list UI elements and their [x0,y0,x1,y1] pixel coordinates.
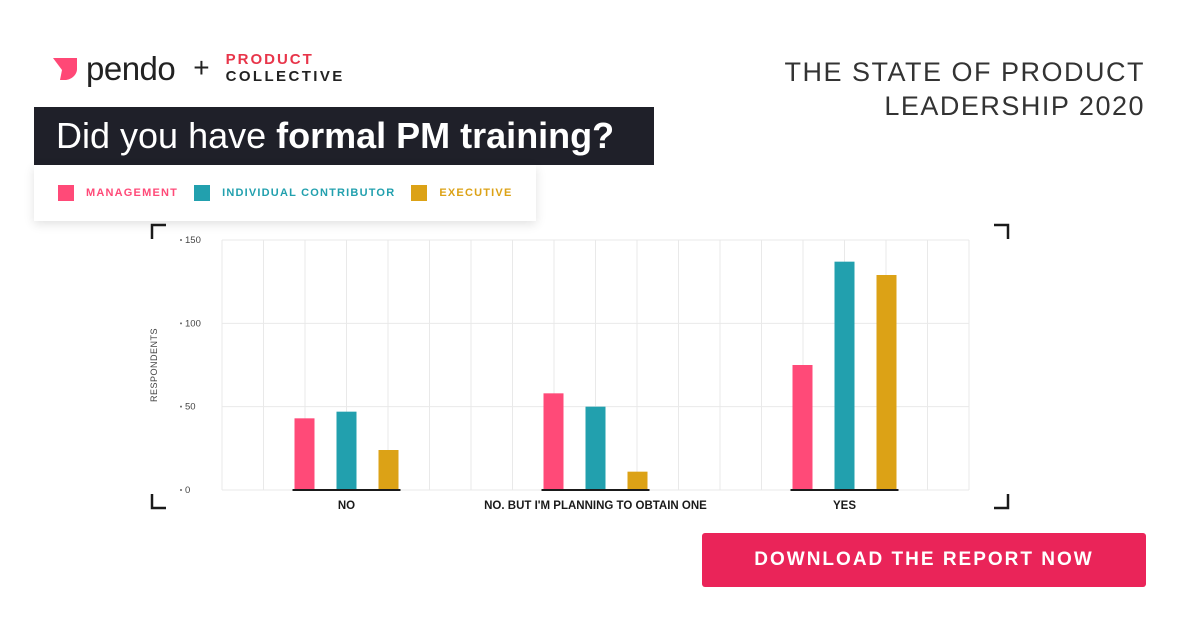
legend-label-management: MANAGEMENT [86,187,179,199]
legend-label-individual-contributor: INDIVIDUAL CONTRIBUTOR [222,187,396,199]
plus-sign: + [193,52,210,83]
bar-management [294,418,315,490]
y-tick-label: 150 [185,235,201,246]
bar-individual-contributor [585,406,606,490]
legend-swatch-executive [411,185,428,201]
legend-swatch-management [58,185,74,201]
corner-bracket-1 [994,223,1010,239]
legend-swatch-individual-contributor [194,185,211,201]
bar-individual-contributor [336,411,357,490]
corner-bracket-0 [150,223,166,239]
bar-management [792,365,813,490]
y-tick-label: 100 [185,318,201,329]
y-tick-mark [180,322,182,325]
legend-item-individual-contributor: INDIVIDUAL CONTRIBUTOR [194,185,395,201]
question-banner: Did you have formal PM training? [34,107,654,165]
product-collective-logo: PRODUCT COLLECTIVE [226,52,345,84]
bar-management [543,393,564,490]
report-title: THE STATE OF PRODUCT LEADERSHIP 2020 [785,55,1146,123]
report-title-line-2: LEADERSHIP 2020 [884,91,1145,121]
bar-executive [627,471,648,490]
y-tick-mark [180,489,182,491]
x-category-label: YES [833,500,856,512]
bar-chart: 0 50 100 150 RESPONDENTS NO NO. BUT I'M PLANNI… [149,223,1010,512]
x-category-label: NO [338,500,355,512]
question-text: Did you have [56,115,277,156]
y-tick-mark [180,405,182,408]
pendo-flag-icon [53,58,77,80]
legend-item-management: MANAGEMENT [58,185,178,201]
download-report-button[interactable]: DOWNLOAD THE REPORT NOW [702,533,1146,587]
corner-bracket-2 [150,494,166,510]
legend-label-executive: EXECUTIVE [439,187,513,199]
question-emphasis: formal PM training? [276,115,615,156]
product-collective-top: PRODUCT [225,51,314,68]
y-tick-mark [180,239,182,241]
report-title-line-1: THE STATE OF PRODUCT [784,57,1145,87]
bar-executive [378,450,399,490]
bar-executive [876,275,897,490]
brand-logos: pendo + PRODUCT COLLECTIVE [50,48,345,88]
legend-item-executive: EXECUTIVE [411,185,512,201]
y-axis-label: RESPONDENTS [149,328,159,402]
x-category-label: NO. BUT I'M PLANNING TO OBTAIN ONE [484,500,707,512]
product-collective-bottom: COLLECTIVE [225,68,345,85]
y-tick-label: 50 [185,402,196,413]
bar-individual-contributor [834,261,855,490]
corner-bracket-3 [994,494,1010,510]
pendo-logo-text: pendo [86,49,176,87]
y-tick-label: 0 [185,485,190,496]
chart-legend: MANAGEMENT INDIVIDUAL CONTRIBUTOR EXECUT… [34,165,536,221]
